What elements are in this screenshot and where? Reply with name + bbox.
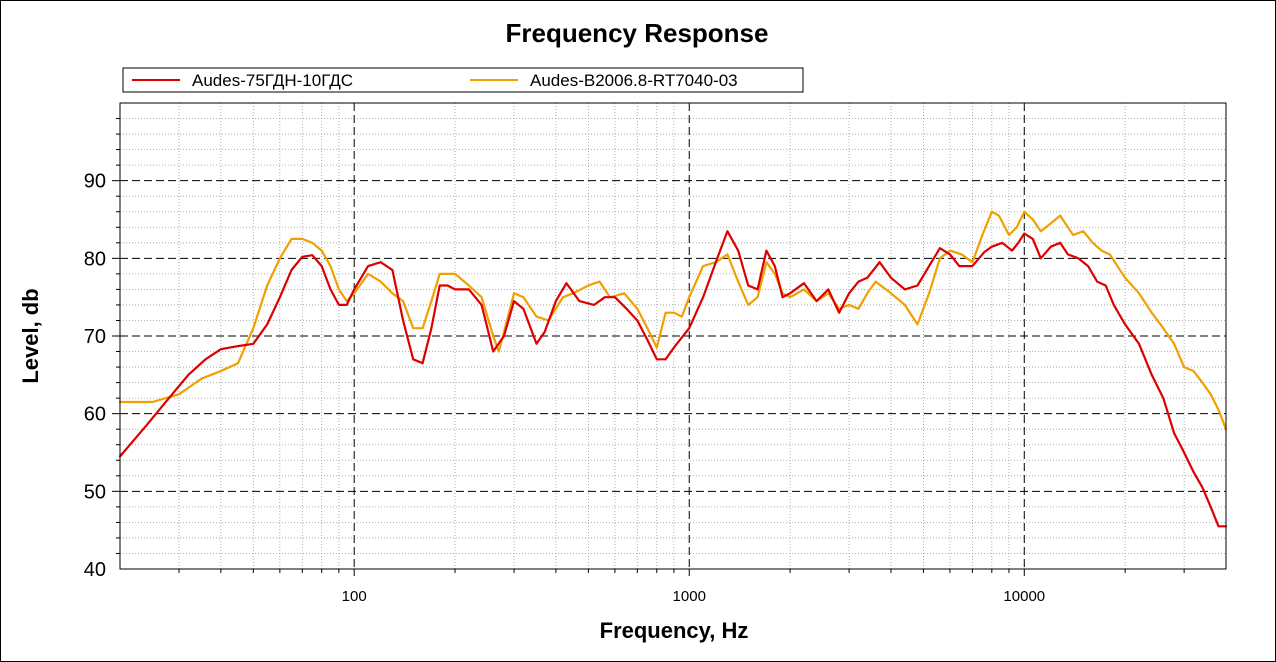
y-tick-label: 50 bbox=[84, 481, 106, 503]
x-axis-label: Frequency, Hz bbox=[600, 618, 749, 643]
x-tick-label: 1000 bbox=[673, 588, 706, 605]
y-tick-label: 40 bbox=[84, 559, 106, 581]
plot-border bbox=[119, 102, 1227, 570]
legend-label-series-1: Audes-75ГДН-10ГДС bbox=[192, 71, 353, 90]
x-tick-labels: 100 1000 10000 bbox=[342, 588, 1045, 605]
y-tick-label: 90 bbox=[84, 171, 106, 193]
axes bbox=[112, 102, 1227, 576]
x-tick-label: 100 bbox=[342, 588, 367, 605]
y-tick-labels: 40 50 60 70 80 90 bbox=[84, 171, 106, 581]
legend-label-series-2: Audes-B2006.8-RT7040-03 bbox=[530, 71, 738, 90]
series-line-1 bbox=[118, 230, 1228, 528]
legend-box bbox=[122, 67, 804, 93]
y-tick-label: 80 bbox=[84, 248, 106, 270]
y-tick-label: 60 bbox=[84, 404, 106, 426]
series-layer bbox=[118, 210, 1228, 528]
series-line-2 bbox=[118, 210, 1228, 431]
minor-grid bbox=[120, 103, 1226, 569]
major-grid bbox=[120, 103, 1226, 569]
legend: Audes-75ГДН-10ГДС Audes-B2006.8-RT7040-0… bbox=[122, 67, 804, 93]
x-tick-label: 10000 bbox=[1003, 588, 1045, 605]
chart-title: Frequency Response bbox=[506, 18, 769, 48]
y-axis-label: Level, db bbox=[18, 288, 43, 383]
y-tick-label: 70 bbox=[84, 326, 106, 348]
